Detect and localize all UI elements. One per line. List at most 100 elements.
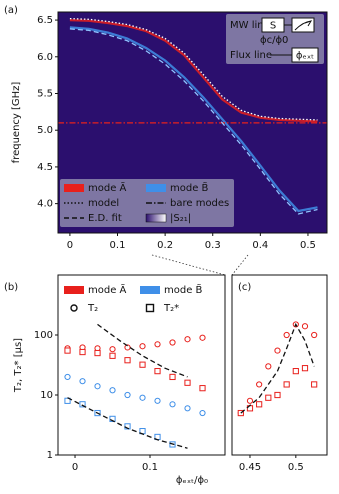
- point: [109, 346, 116, 353]
- point: [94, 349, 101, 357]
- x-tick-label: 0.5: [288, 462, 304, 473]
- plot-area: [58, 17, 327, 215]
- line: [69, 26, 318, 213]
- y-tick-label: 4.5: [37, 162, 53, 173]
- point: [311, 331, 318, 339]
- point: [199, 409, 206, 417]
- x-tick-label: 0.1: [110, 240, 126, 251]
- point: [109, 415, 116, 422]
- inset-text: MW line: [230, 20, 270, 31]
- legend-label: model: [88, 198, 119, 209]
- point: [154, 368, 161, 375]
- point: [292, 368, 299, 375]
- point: [169, 373, 176, 381]
- legend-label: mode B̃: [170, 181, 209, 194]
- panel-label: (b): [4, 282, 18, 293]
- point: [184, 405, 191, 412]
- point: [265, 363, 272, 370]
- legend-label: mode Ã: [88, 283, 127, 296]
- legend-swatch: [145, 213, 167, 223]
- connector: [231, 254, 249, 276]
- y-axis-label: frequency [GHz]: [11, 82, 22, 164]
- point: [283, 381, 290, 388]
- x-axis-label: ϕₑₓₜ/ϕ₀: [176, 475, 208, 486]
- legend-swatch: [146, 184, 166, 192]
- point: [109, 387, 116, 394]
- point: [64, 373, 71, 381]
- point: [79, 378, 86, 385]
- point: [154, 341, 161, 348]
- plot-area: [64, 323, 206, 449]
- point: [256, 401, 263, 408]
- line: [240, 322, 315, 414]
- y-tick-label: 6.0: [37, 52, 53, 63]
- point: [184, 379, 191, 386]
- point: [301, 323, 309, 330]
- point: [274, 391, 281, 399]
- point: [79, 401, 86, 408]
- axes-frame: [57, 274, 226, 456]
- legend-swatch: [140, 286, 160, 294]
- y-tick-label: 10: [40, 390, 53, 401]
- point: [79, 348, 86, 356]
- x-tick-label: 0.4: [252, 240, 268, 251]
- point: [311, 381, 318, 388]
- point: [301, 365, 309, 372]
- panel-label: (a): [4, 5, 18, 16]
- inset-text: S: [270, 21, 276, 32]
- x-tick-label: 0.3: [205, 240, 221, 251]
- y-tick-label: 5.0: [37, 125, 53, 136]
- x-tick-label: 0: [67, 240, 73, 251]
- legend-label: bare modes: [170, 198, 229, 209]
- legend-swatch: [64, 184, 84, 192]
- point: [154, 397, 161, 404]
- y-tick-label: 1: [47, 450, 53, 461]
- box: [291, 47, 319, 63]
- point: [199, 334, 206, 341]
- legend-swatch: [145, 303, 155, 313]
- y-tick-label: 100: [34, 330, 53, 341]
- x-tick-label: 0.5: [300, 240, 316, 251]
- line: [97, 323, 188, 378]
- point: [246, 397, 254, 404]
- icon: [294, 20, 313, 31]
- x-tick-label: 0: [72, 462, 78, 473]
- line: [69, 28, 318, 215]
- box: [261, 17, 285, 33]
- point: [94, 383, 101, 390]
- inset-text: Flux line: [230, 50, 272, 61]
- axes-frame: [231, 274, 328, 456]
- line: [67, 397, 188, 449]
- point: [124, 344, 131, 351]
- y-tick-label: 5.5: [37, 88, 53, 99]
- legend-label: mode B̃: [164, 283, 203, 296]
- point: [139, 343, 146, 350]
- point: [199, 385, 206, 392]
- point: [169, 339, 176, 346]
- point: [109, 352, 116, 359]
- point: [256, 381, 263, 388]
- point: [265, 394, 272, 401]
- line: [69, 17, 318, 121]
- y-axis-label: T₂, T₂* [μs]: [13, 338, 24, 393]
- point: [169, 401, 176, 408]
- plot-area: [237, 321, 318, 417]
- legend-label: mode Ã: [88, 181, 127, 194]
- panel-label: (c): [238, 282, 251, 293]
- x-tick-label: 0.45: [239, 462, 261, 473]
- y-tick-label: 6.5: [37, 15, 53, 26]
- legend-label: |S₂₁|: [170, 213, 191, 224]
- point: [124, 391, 131, 399]
- x-tick-label: 0.1: [142, 462, 158, 473]
- point: [139, 394, 146, 401]
- legend-label: T₂*: [163, 303, 179, 314]
- point: [274, 347, 281, 354]
- axes-frame: [57, 11, 328, 234]
- point: [139, 361, 146, 368]
- legend-label: T₂: [87, 303, 98, 314]
- inset-text: ϕₑₓₜ: [296, 51, 314, 62]
- connector: [151, 254, 226, 276]
- legend-swatch: [64, 286, 84, 294]
- inset-text: ϕc/ϕ0: [260, 35, 288, 46]
